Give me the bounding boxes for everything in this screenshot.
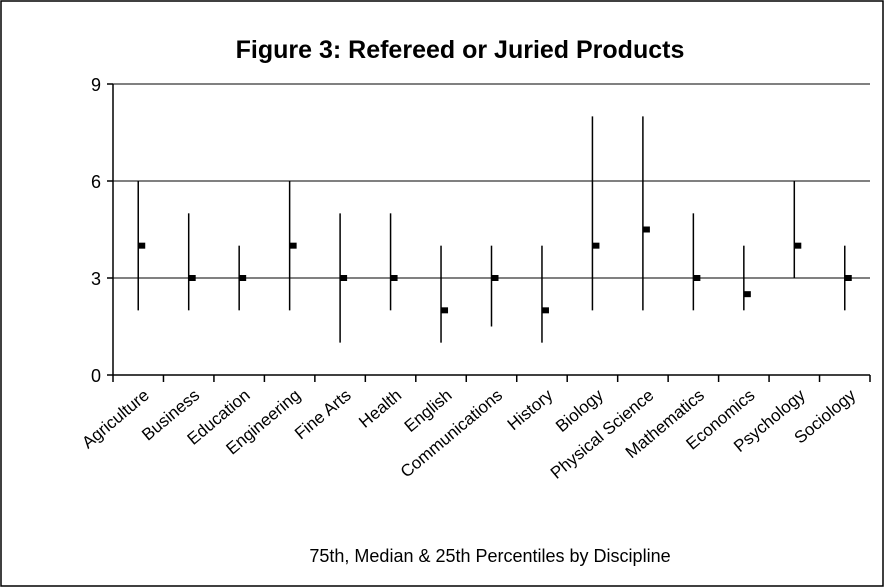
- median-marker: [794, 242, 802, 249]
- median-marker: [390, 275, 398, 281]
- median-marker: [289, 242, 297, 249]
- median-marker: [239, 275, 247, 281]
- median-marker: [642, 226, 650, 233]
- median-marker: [340, 275, 348, 281]
- chart-title: Figure 3: Refereed or Juried Products: [236, 36, 685, 64]
- median-marker: [491, 275, 499, 281]
- y-tick-label: 9: [91, 75, 101, 95]
- median-marker: [693, 275, 701, 281]
- median-marker: [844, 275, 852, 281]
- median-marker: [441, 307, 449, 314]
- median-marker: [592, 242, 600, 249]
- median-marker: [188, 275, 196, 281]
- y-tick-label: 3: [91, 269, 101, 289]
- median-marker: [743, 291, 751, 298]
- y-tick-label: 0: [91, 366, 101, 386]
- median-marker: [541, 307, 549, 314]
- y-tick-label: 6: [91, 172, 101, 192]
- x-axis-title: 75th, Median & 25th Percentiles by Disci…: [309, 546, 670, 566]
- median-marker: [138, 242, 146, 249]
